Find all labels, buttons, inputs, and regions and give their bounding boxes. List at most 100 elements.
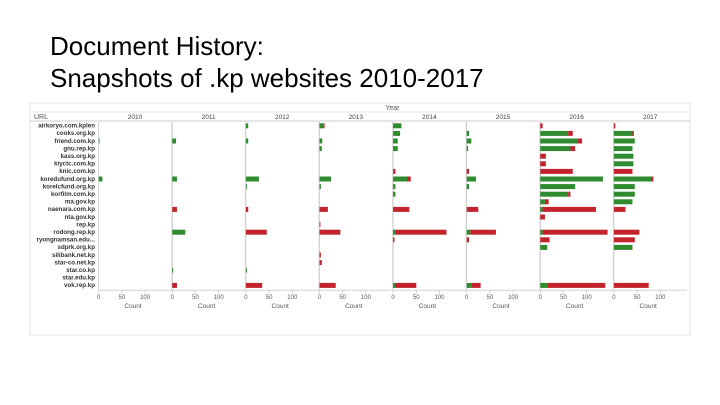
bar-green — [393, 176, 408, 182]
bar-red — [393, 237, 395, 243]
x-axis-label: Count — [198, 303, 216, 310]
bar-green — [393, 123, 402, 129]
bar-red — [613, 237, 635, 243]
bar-red — [613, 206, 626, 212]
bar-green — [540, 244, 548, 250]
row-label: korelcfund.org.kp — [43, 183, 95, 190]
bar-red — [547, 282, 606, 288]
chart-frame — [29, 102, 691, 336]
bar-red — [323, 123, 325, 129]
bar-green — [613, 184, 635, 190]
bar-red — [470, 229, 496, 235]
bar-green — [613, 161, 634, 167]
row-header-label: URL — [34, 114, 48, 121]
column-header-label: Year — [385, 105, 400, 112]
panel-header: 2015 — [496, 114, 511, 121]
row-label: star-co.net.kp — [54, 259, 95, 266]
x-tick-label: 0 — [244, 295, 248, 301]
bar-red — [466, 168, 470, 174]
bar-green — [613, 176, 652, 182]
bar-green — [466, 282, 472, 288]
x-tick-label: 0 — [97, 295, 101, 301]
row-label: cooks.org.kp — [56, 130, 95, 137]
bar-red — [245, 229, 267, 235]
row-label: vok.rep.kp — [64, 282, 95, 289]
bar-green — [172, 267, 174, 273]
x-axis-label: Count — [566, 303, 584, 310]
bar-red — [319, 206, 328, 212]
bar-red — [319, 252, 321, 258]
bar-green — [98, 138, 100, 144]
x-tick-label: 100 — [434, 295, 445, 301]
row-label: kass.org.kp — [61, 153, 96, 160]
bar-green — [393, 191, 396, 197]
bar-green — [245, 267, 247, 273]
bar-red — [471, 282, 481, 288]
bar-green — [393, 282, 396, 288]
bar-green — [466, 184, 470, 190]
bar-red — [393, 168, 396, 174]
x-tick-label: 50 — [487, 295, 494, 301]
bar-red — [568, 191, 571, 197]
slide-title-line-1: Document History: — [50, 31, 264, 61]
x-tick-label: 0 — [612, 295, 616, 301]
panel-header: 2013 — [349, 114, 364, 121]
bar-green — [319, 146, 322, 152]
bar-green — [540, 184, 576, 190]
bar-red — [407, 176, 411, 182]
bar-green — [319, 184, 321, 190]
bar-green — [613, 130, 633, 136]
bar-green — [540, 146, 571, 152]
x-axis-label: Count — [492, 303, 510, 310]
bar-red — [466, 206, 479, 212]
row-label: koredufund.org.kp — [40, 176, 95, 183]
x-tick-label: 50 — [266, 295, 273, 301]
panel-header: 2012 — [275, 114, 290, 121]
bar-green — [172, 176, 177, 182]
bar-red — [319, 260, 322, 266]
row-label: star.co.kp — [66, 267, 95, 274]
x-tick-label: 50 — [634, 295, 641, 301]
x-axis-label: Count — [124, 303, 142, 310]
x-tick-label: 50 — [413, 295, 420, 301]
bar-red — [172, 206, 177, 212]
bar-red — [613, 229, 640, 235]
bar-green — [245, 184, 247, 190]
bar-green — [613, 191, 635, 197]
x-axis-label: Count — [272, 303, 290, 310]
bar-green — [540, 229, 543, 235]
bar-red — [540, 168, 573, 174]
bar-red — [651, 176, 654, 182]
row-label: korfilm.com.kp — [51, 191, 95, 198]
row-label: silibank.net.kp — [52, 252, 95, 259]
bar-red — [245, 206, 249, 212]
bar-red — [393, 206, 410, 212]
bar-red — [245, 282, 263, 288]
x-tick-label: 100 — [582, 295, 593, 301]
bar-red — [466, 237, 470, 243]
bar-green — [613, 138, 635, 144]
bar-green — [466, 138, 472, 144]
bar-green — [466, 146, 469, 152]
bar-red — [395, 229, 447, 235]
row-label: gnu.rep.kp — [63, 145, 95, 152]
bar-green — [393, 138, 398, 144]
bar-green — [540, 206, 543, 212]
x-tick-label: 50 — [192, 295, 199, 301]
bar-green — [540, 130, 569, 136]
bar-red — [540, 161, 546, 167]
panel-header: 2011 — [202, 114, 216, 121]
row-label: knic.com.kp — [59, 168, 95, 175]
bar-green — [393, 146, 398, 152]
bar-green — [466, 229, 471, 235]
x-tick-label: 0 — [465, 295, 469, 301]
bar-green — [393, 130, 401, 136]
bar-green — [393, 184, 396, 190]
x-tick-label: 100 — [214, 295, 225, 301]
row-label: sdprk.org.kp — [58, 244, 96, 251]
bar-green — [245, 123, 249, 129]
bar-green — [466, 130, 470, 136]
row-label: ma.gov.kp — [65, 199, 95, 206]
bar-red — [395, 282, 417, 288]
